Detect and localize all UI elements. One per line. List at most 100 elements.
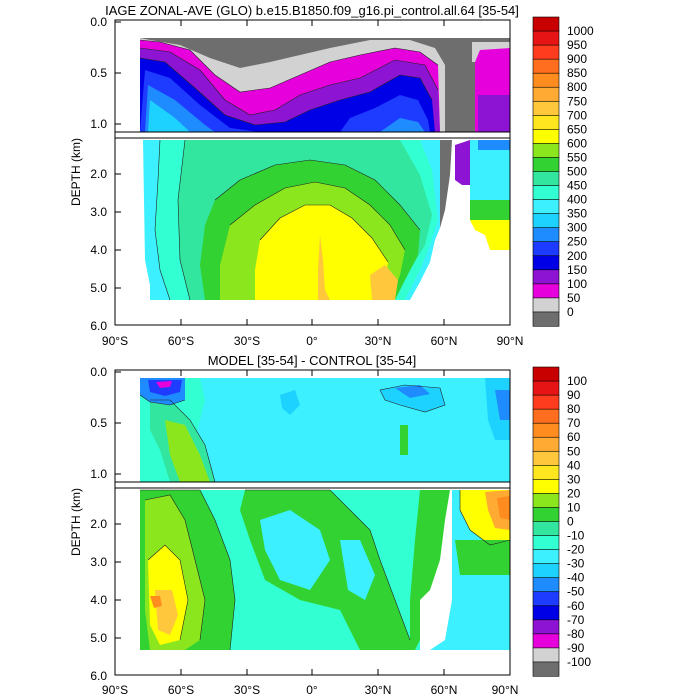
top-arctic-lower-purple xyxy=(455,140,470,185)
top-colorbar-label: 0 xyxy=(567,305,574,319)
top-colorbar-swatch xyxy=(532,72,560,88)
top-colorbar-label: 950 xyxy=(567,38,587,52)
top-band-blue4 xyxy=(148,100,190,132)
bot-lower-arctic-green xyxy=(455,540,510,575)
top-colorbar-label: 650 xyxy=(567,122,587,136)
bottom-ytick: 5.0 xyxy=(90,631,107,645)
top-title: IAGE ZONAL-AVE (GLO) b.e15.B1850.f09_g16… xyxy=(105,3,519,18)
top-xticks: 90°S 60°S 30°S 0° 30°N 60°N 90°N xyxy=(102,334,523,348)
bottom-colorbar-label: 40 xyxy=(567,458,581,472)
bottom-ytick: 0.0 xyxy=(90,365,107,379)
top-colorbar-label: 750 xyxy=(567,94,587,108)
bottom-colorbar-label: -30 xyxy=(567,557,585,571)
top-band-blue2 xyxy=(140,70,430,132)
bottom-colorbar-swatch xyxy=(532,661,560,677)
bot-upper-green-left xyxy=(165,420,210,482)
bottom-colorbar-label: 50 xyxy=(567,444,581,458)
top-ytick: 5.0 xyxy=(90,281,107,295)
top-colorbar-swatch xyxy=(532,44,560,60)
top-colorbar-label: 850 xyxy=(567,66,587,80)
bot-upper-neg-purple xyxy=(156,381,172,388)
top-ytick: 6.0 xyxy=(90,319,107,333)
bottom-xtick: 30°N xyxy=(365,683,392,697)
top-colorbar-label: 50 xyxy=(567,291,581,305)
top-colorbar: 1000950900850800750700650600550500450400… xyxy=(532,16,594,327)
bottom-colorbar-swatch xyxy=(532,521,560,537)
top-xtick-marks xyxy=(180,20,445,325)
top-xtick: 90°S xyxy=(102,334,128,348)
bottom-xtick: 90°S xyxy=(102,683,128,697)
bottom-plot-area xyxy=(115,370,510,675)
bot-axis-break xyxy=(115,482,510,488)
top-ytick: 3.0 xyxy=(90,205,107,219)
top-colorbar-swatch xyxy=(532,199,560,215)
top-colorbar-label: 500 xyxy=(567,165,587,179)
bottom-ytick: 0.5 xyxy=(90,416,107,430)
top-colorbar-swatch xyxy=(532,100,560,116)
bottom-xticks: 90°S 60°S 30°S 0° 30°N 60°N 90°N xyxy=(102,683,518,697)
top-colorbar-swatch xyxy=(532,129,560,145)
bottom-xtick: 90°N xyxy=(492,683,519,697)
top-arctic-gray xyxy=(472,42,510,62)
top-colorbar-label: 100 xyxy=(567,277,587,291)
bot-lower-cyan-islands xyxy=(260,510,375,600)
bottom-ylabel: DEPTH (km) xyxy=(69,488,83,556)
bottom-colorbar-label: 0 xyxy=(567,515,574,529)
bot-upper-patch-3 xyxy=(395,385,430,398)
bottom-ytick: 4.0 xyxy=(90,593,107,607)
bottom-colorbar-swatch xyxy=(532,465,560,480)
top-colorbar-label: 250 xyxy=(567,235,587,249)
bottom-colorbar-swatch xyxy=(532,619,560,635)
top-ytick: 1.0 xyxy=(90,117,107,131)
top-colorbar-label: 200 xyxy=(567,249,587,263)
bottom-colorbar-label: -10 xyxy=(567,529,585,543)
top-colorbar-label: 550 xyxy=(567,150,587,164)
bottom-colorbar-label: -70 xyxy=(567,613,585,627)
bottom-colorbar-swatch xyxy=(532,535,560,551)
top-colorbar-swatch xyxy=(532,171,560,187)
bottom-ytick-marks xyxy=(115,371,121,639)
bot-contours xyxy=(139,384,510,651)
bottom-colorbar-label: 60 xyxy=(567,430,581,444)
top-gap-land2 xyxy=(440,140,452,228)
top-ytick-marks xyxy=(115,21,121,289)
bot-upper-patch-2 xyxy=(380,385,445,412)
top-colorbar-swatch xyxy=(532,115,560,130)
top-colorbar-swatch xyxy=(532,58,560,74)
top-yticks: 0.0 0.5 1.0 2.0 3.0 4.0 5.0 6.0 xyxy=(90,15,107,333)
bottom-colorbar-label: -80 xyxy=(567,627,585,641)
bottom-colorbar-swatch xyxy=(532,479,560,495)
bottom-colorbar-swatch xyxy=(532,591,560,607)
top-contours xyxy=(139,39,439,301)
bottom-colorbar-swatch xyxy=(532,605,560,621)
bottom-colorbar-label: 90 xyxy=(567,388,581,402)
top-colorbar-swatch xyxy=(532,185,560,201)
bottom-panel: MODEL [35-54] - CONTROL [35-54] xyxy=(69,353,591,697)
bottom-colorbar-label: -20 xyxy=(567,543,585,557)
top-colorbar-swatch xyxy=(532,255,560,271)
bottom-xtick: 60°S xyxy=(168,683,194,697)
bottom-ytick: 1.0 xyxy=(90,467,107,481)
top-arctic-purple xyxy=(478,95,510,132)
top-xtick: 30°S xyxy=(234,334,260,348)
bottom-xtick: 0° xyxy=(306,683,318,697)
bottom-colorbar-label: 70 xyxy=(567,416,581,430)
bottom-colorbar-swatch xyxy=(532,647,560,663)
bottom-colorbar-swatch xyxy=(532,380,560,396)
top-colorbar-swatch xyxy=(532,311,560,327)
bot-upper-patch-4 xyxy=(400,425,408,455)
bottom-colorbar-swatch xyxy=(532,507,560,523)
bottom-colorbar-label: 10 xyxy=(567,500,581,514)
bottom-colorbar-label: 100 xyxy=(567,374,587,388)
top-colorbar-label: 1000 xyxy=(567,24,594,38)
top-ytick: 0.5 xyxy=(90,66,107,80)
bottom-colorbar-label: -60 xyxy=(567,599,585,613)
top-panel: IAGE ZONAL-AVE (GLO) b.e15.B1850.f09_g16… xyxy=(69,3,594,348)
bottom-colorbar-swatch xyxy=(532,633,560,649)
top-lower-orange xyxy=(318,235,398,300)
top-colorbar-label: 600 xyxy=(567,136,587,150)
top-colorbar-label: 350 xyxy=(567,207,587,221)
top-colorbar-label: 450 xyxy=(567,179,587,193)
bottom-colorbar-label: -40 xyxy=(567,571,585,585)
